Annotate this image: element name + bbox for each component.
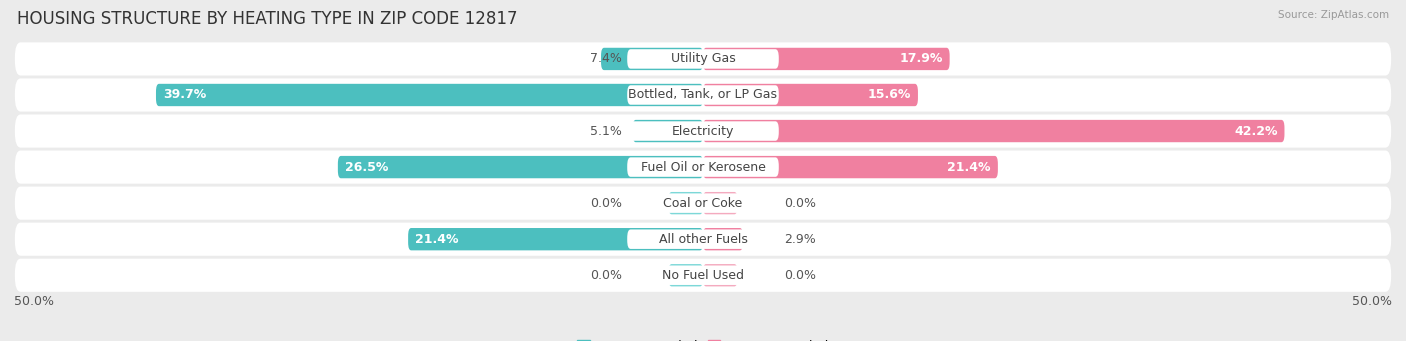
Text: Utility Gas: Utility Gas bbox=[671, 53, 735, 65]
Text: 39.7%: 39.7% bbox=[163, 89, 207, 102]
Text: HOUSING STRUCTURE BY HEATING TYPE IN ZIP CODE 12817: HOUSING STRUCTURE BY HEATING TYPE IN ZIP… bbox=[17, 10, 517, 28]
FancyBboxPatch shape bbox=[15, 115, 1391, 148]
FancyBboxPatch shape bbox=[156, 84, 703, 106]
FancyBboxPatch shape bbox=[633, 120, 703, 142]
Text: 7.4%: 7.4% bbox=[591, 53, 621, 65]
Text: 0.0%: 0.0% bbox=[589, 197, 621, 210]
FancyBboxPatch shape bbox=[15, 187, 1391, 220]
FancyBboxPatch shape bbox=[15, 150, 1391, 184]
Text: 42.2%: 42.2% bbox=[1234, 124, 1278, 137]
Text: Bottled, Tank, or LP Gas: Bottled, Tank, or LP Gas bbox=[628, 89, 778, 102]
Text: 26.5%: 26.5% bbox=[344, 161, 388, 174]
Text: 0.0%: 0.0% bbox=[785, 269, 817, 282]
FancyBboxPatch shape bbox=[669, 264, 703, 286]
FancyBboxPatch shape bbox=[703, 48, 949, 70]
Text: All other Fuels: All other Fuels bbox=[658, 233, 748, 246]
Text: No Fuel Used: No Fuel Used bbox=[662, 269, 744, 282]
FancyBboxPatch shape bbox=[337, 156, 703, 178]
FancyBboxPatch shape bbox=[15, 42, 1391, 75]
Text: Electricity: Electricity bbox=[672, 124, 734, 137]
FancyBboxPatch shape bbox=[627, 193, 779, 213]
Text: 50.0%: 50.0% bbox=[14, 295, 53, 308]
FancyBboxPatch shape bbox=[408, 228, 703, 250]
Legend: Owner-occupied, Renter-occupied: Owner-occupied, Renter-occupied bbox=[572, 335, 834, 341]
FancyBboxPatch shape bbox=[703, 84, 918, 106]
Text: 50.0%: 50.0% bbox=[1353, 295, 1392, 308]
Text: 21.4%: 21.4% bbox=[415, 233, 458, 246]
Text: 5.1%: 5.1% bbox=[591, 124, 621, 137]
Text: 2.9%: 2.9% bbox=[785, 233, 815, 246]
FancyBboxPatch shape bbox=[703, 156, 998, 178]
FancyBboxPatch shape bbox=[15, 259, 1391, 292]
Text: Coal or Coke: Coal or Coke bbox=[664, 197, 742, 210]
Text: 17.9%: 17.9% bbox=[900, 53, 943, 65]
FancyBboxPatch shape bbox=[627, 85, 779, 105]
FancyBboxPatch shape bbox=[627, 157, 779, 177]
FancyBboxPatch shape bbox=[703, 120, 1285, 142]
Text: 0.0%: 0.0% bbox=[785, 197, 817, 210]
FancyBboxPatch shape bbox=[600, 48, 703, 70]
FancyBboxPatch shape bbox=[703, 264, 738, 286]
Text: Source: ZipAtlas.com: Source: ZipAtlas.com bbox=[1278, 10, 1389, 20]
FancyBboxPatch shape bbox=[627, 121, 779, 141]
FancyBboxPatch shape bbox=[627, 266, 779, 285]
FancyBboxPatch shape bbox=[627, 49, 779, 69]
FancyBboxPatch shape bbox=[703, 192, 738, 214]
FancyBboxPatch shape bbox=[703, 228, 742, 250]
Text: Fuel Oil or Kerosene: Fuel Oil or Kerosene bbox=[641, 161, 765, 174]
Text: 15.6%: 15.6% bbox=[868, 89, 911, 102]
Text: 0.0%: 0.0% bbox=[589, 269, 621, 282]
FancyBboxPatch shape bbox=[15, 78, 1391, 112]
FancyBboxPatch shape bbox=[627, 229, 779, 249]
FancyBboxPatch shape bbox=[669, 192, 703, 214]
Text: 21.4%: 21.4% bbox=[948, 161, 991, 174]
FancyBboxPatch shape bbox=[15, 223, 1391, 256]
